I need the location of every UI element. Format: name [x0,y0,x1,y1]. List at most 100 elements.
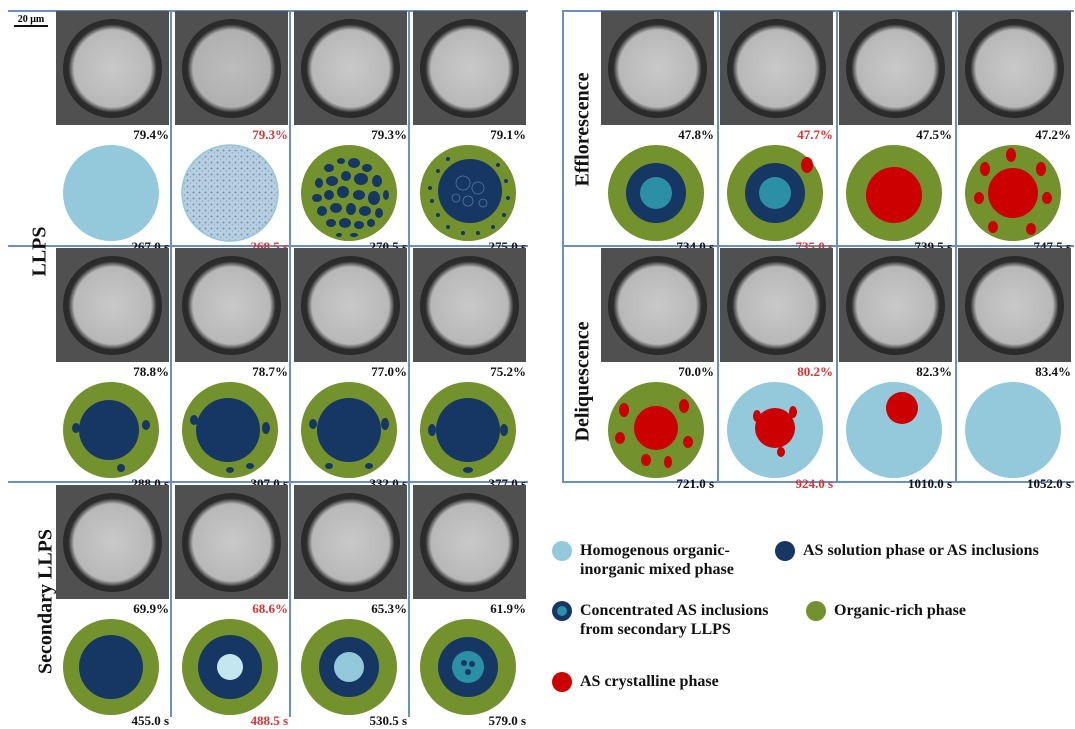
divider-left-col3 [408,10,410,717]
rh-label: 47.8% [678,127,714,142]
legend-concentrated-line2: from secondary LLPS [580,621,731,638]
micrograph [601,11,714,125]
section-label-deliquescence: Deliquescence [571,321,594,442]
legend-concentrated-swatch [552,601,572,621]
panel-llps-1: 79.4% 267.0 s [56,11,171,254]
micrograph [175,248,288,362]
schematic-crystallized [846,145,942,241]
rh-label: 78.7% [252,364,288,379]
rh-label: 68.6% [252,601,288,616]
panel-deliquescence-1: 70.0% 721.0 s [601,248,716,491]
divider-right-col2 [836,10,838,481]
scale-bar-line [14,25,48,27]
divider-mid-right [562,245,1074,247]
legend-homogeneous: Homogenous organic- inorganic mixed phas… [552,541,762,579]
schematic-phase-separated [420,382,516,478]
panel-llps-7: 77.0% 332.0 s [294,248,409,491]
time-label: 530.5 s [369,713,407,728]
rh-label: 61.9% [490,601,526,616]
schematic-onset-llps [181,144,279,242]
panel-efflorescence-3: 47.5% 739.5 s [839,11,954,254]
panel-llps-4: 79.1% 275.0 s [413,11,528,254]
schematic-fully-dissolved [965,382,1061,478]
schematic-concentrated-inclusions [420,619,516,715]
legend-concentrated: Concentrated AS inclusions from secondar… [552,601,792,639]
micrograph [413,485,526,599]
legend-organic-label: Organic-rich phase [834,602,966,619]
rh-label: 82.3% [916,364,952,379]
schematic-phase-separated [63,382,159,478]
rh-label: 83.4% [1035,364,1071,379]
micrograph [720,11,833,125]
schematic-secondary-growth [301,619,397,715]
micrograph [175,11,288,125]
rh-label: 69.9% [133,601,169,616]
divider-mid-left [8,245,528,247]
divider-right-col1 [717,10,719,481]
time-label: 455.0 s [131,713,169,728]
micrograph [175,485,288,599]
rh-label: 79.1% [490,127,526,142]
divider-lower-left [8,481,528,483]
rh-label: 70.0% [678,364,714,379]
schematic-fully-crystallized [965,145,1061,241]
micrograph [839,248,952,362]
micrograph [56,248,169,362]
legend-as-solution: AS solution phase or AS inclusions [775,541,1075,561]
schematic-crystal-in-organic [608,382,704,478]
rh-label: 47.5% [916,127,952,142]
micrograph [958,11,1071,125]
section-label-efflorescence: Efflorescence [571,72,594,187]
rh-label: 78.8% [133,364,169,379]
panel-secondary-2: 68.6% 488.5 s [175,485,290,728]
legend-concentrated-line1: Concentrated AS inclusions [580,602,769,619]
micrograph [294,248,407,362]
micrograph [56,11,169,125]
panel-llps-8: 75.2% 377.0 s [413,248,528,491]
panel-efflorescence-4: 47.2% 747.5 s [958,11,1073,254]
rh-label: 47.7% [797,127,833,142]
micrograph [601,248,714,362]
schematic-phase-separated [182,382,278,478]
legend-as-solution-label: AS solution phase or AS inclusions [803,542,1039,559]
legend-organic: Organic-rich phase [806,601,1026,621]
scale-bar: 20 μm [14,14,48,27]
legend-crystal-label: AS crystalline phase [580,673,719,690]
legend-crystal-swatch [552,672,572,692]
time-label: 721.0 s [676,476,714,491]
divider-left-col1 [170,10,172,717]
panel-llps-5: 78.8% 288.0 s [56,248,171,491]
rh-label: 75.2% [490,364,526,379]
panel-deliquescence-2: 80.2% 924.0 s [720,248,835,491]
legend-homogeneous-line1: Homogenous organic- [580,542,730,559]
time-label: 924.0 s [795,476,833,491]
panel-llps-2: 79.3% 268.5 s [175,11,290,254]
section-label-llps: LLPS [28,226,51,277]
schematic-pre-efflorescence [608,145,704,241]
divider-bottom-right [562,481,1074,483]
rh-label: 79.3% [252,127,288,142]
schematic-phase-separated [301,382,397,478]
micrograph [958,248,1071,362]
micrograph [56,485,169,599]
schematic-many-inclusions [301,145,397,241]
micrograph [413,11,526,125]
schematic-partial-dissolution [846,382,942,478]
scale-bar-label: 20 μm [17,14,45,25]
schematic-core-shell [63,619,159,715]
divider-left-col2 [289,10,291,717]
rh-label: 79.4% [133,127,169,142]
panel-deliquescence-3: 82.3% 1010.0 s [839,248,954,491]
section-label-secondary-llps: Secondary LLPS [34,528,57,675]
schematic-deliquescence-onset [727,382,823,478]
time-label: 579.0 s [488,713,526,728]
micrograph [839,11,952,125]
rh-label: 80.2% [797,364,833,379]
panel-deliquescence-4: 83.4% 1052.0 s [958,248,1073,491]
time-label: 1010.0 s [907,476,952,491]
panel-secondary-4: 61.9% 579.0 s [413,485,528,728]
rh-label: 77.0% [371,364,407,379]
panel-llps-3: 79.3% 270.5 s [294,11,409,254]
panel-efflorescence-2: 47.7% 735.0 s [720,11,835,254]
rh-label: 79.3% [371,127,407,142]
